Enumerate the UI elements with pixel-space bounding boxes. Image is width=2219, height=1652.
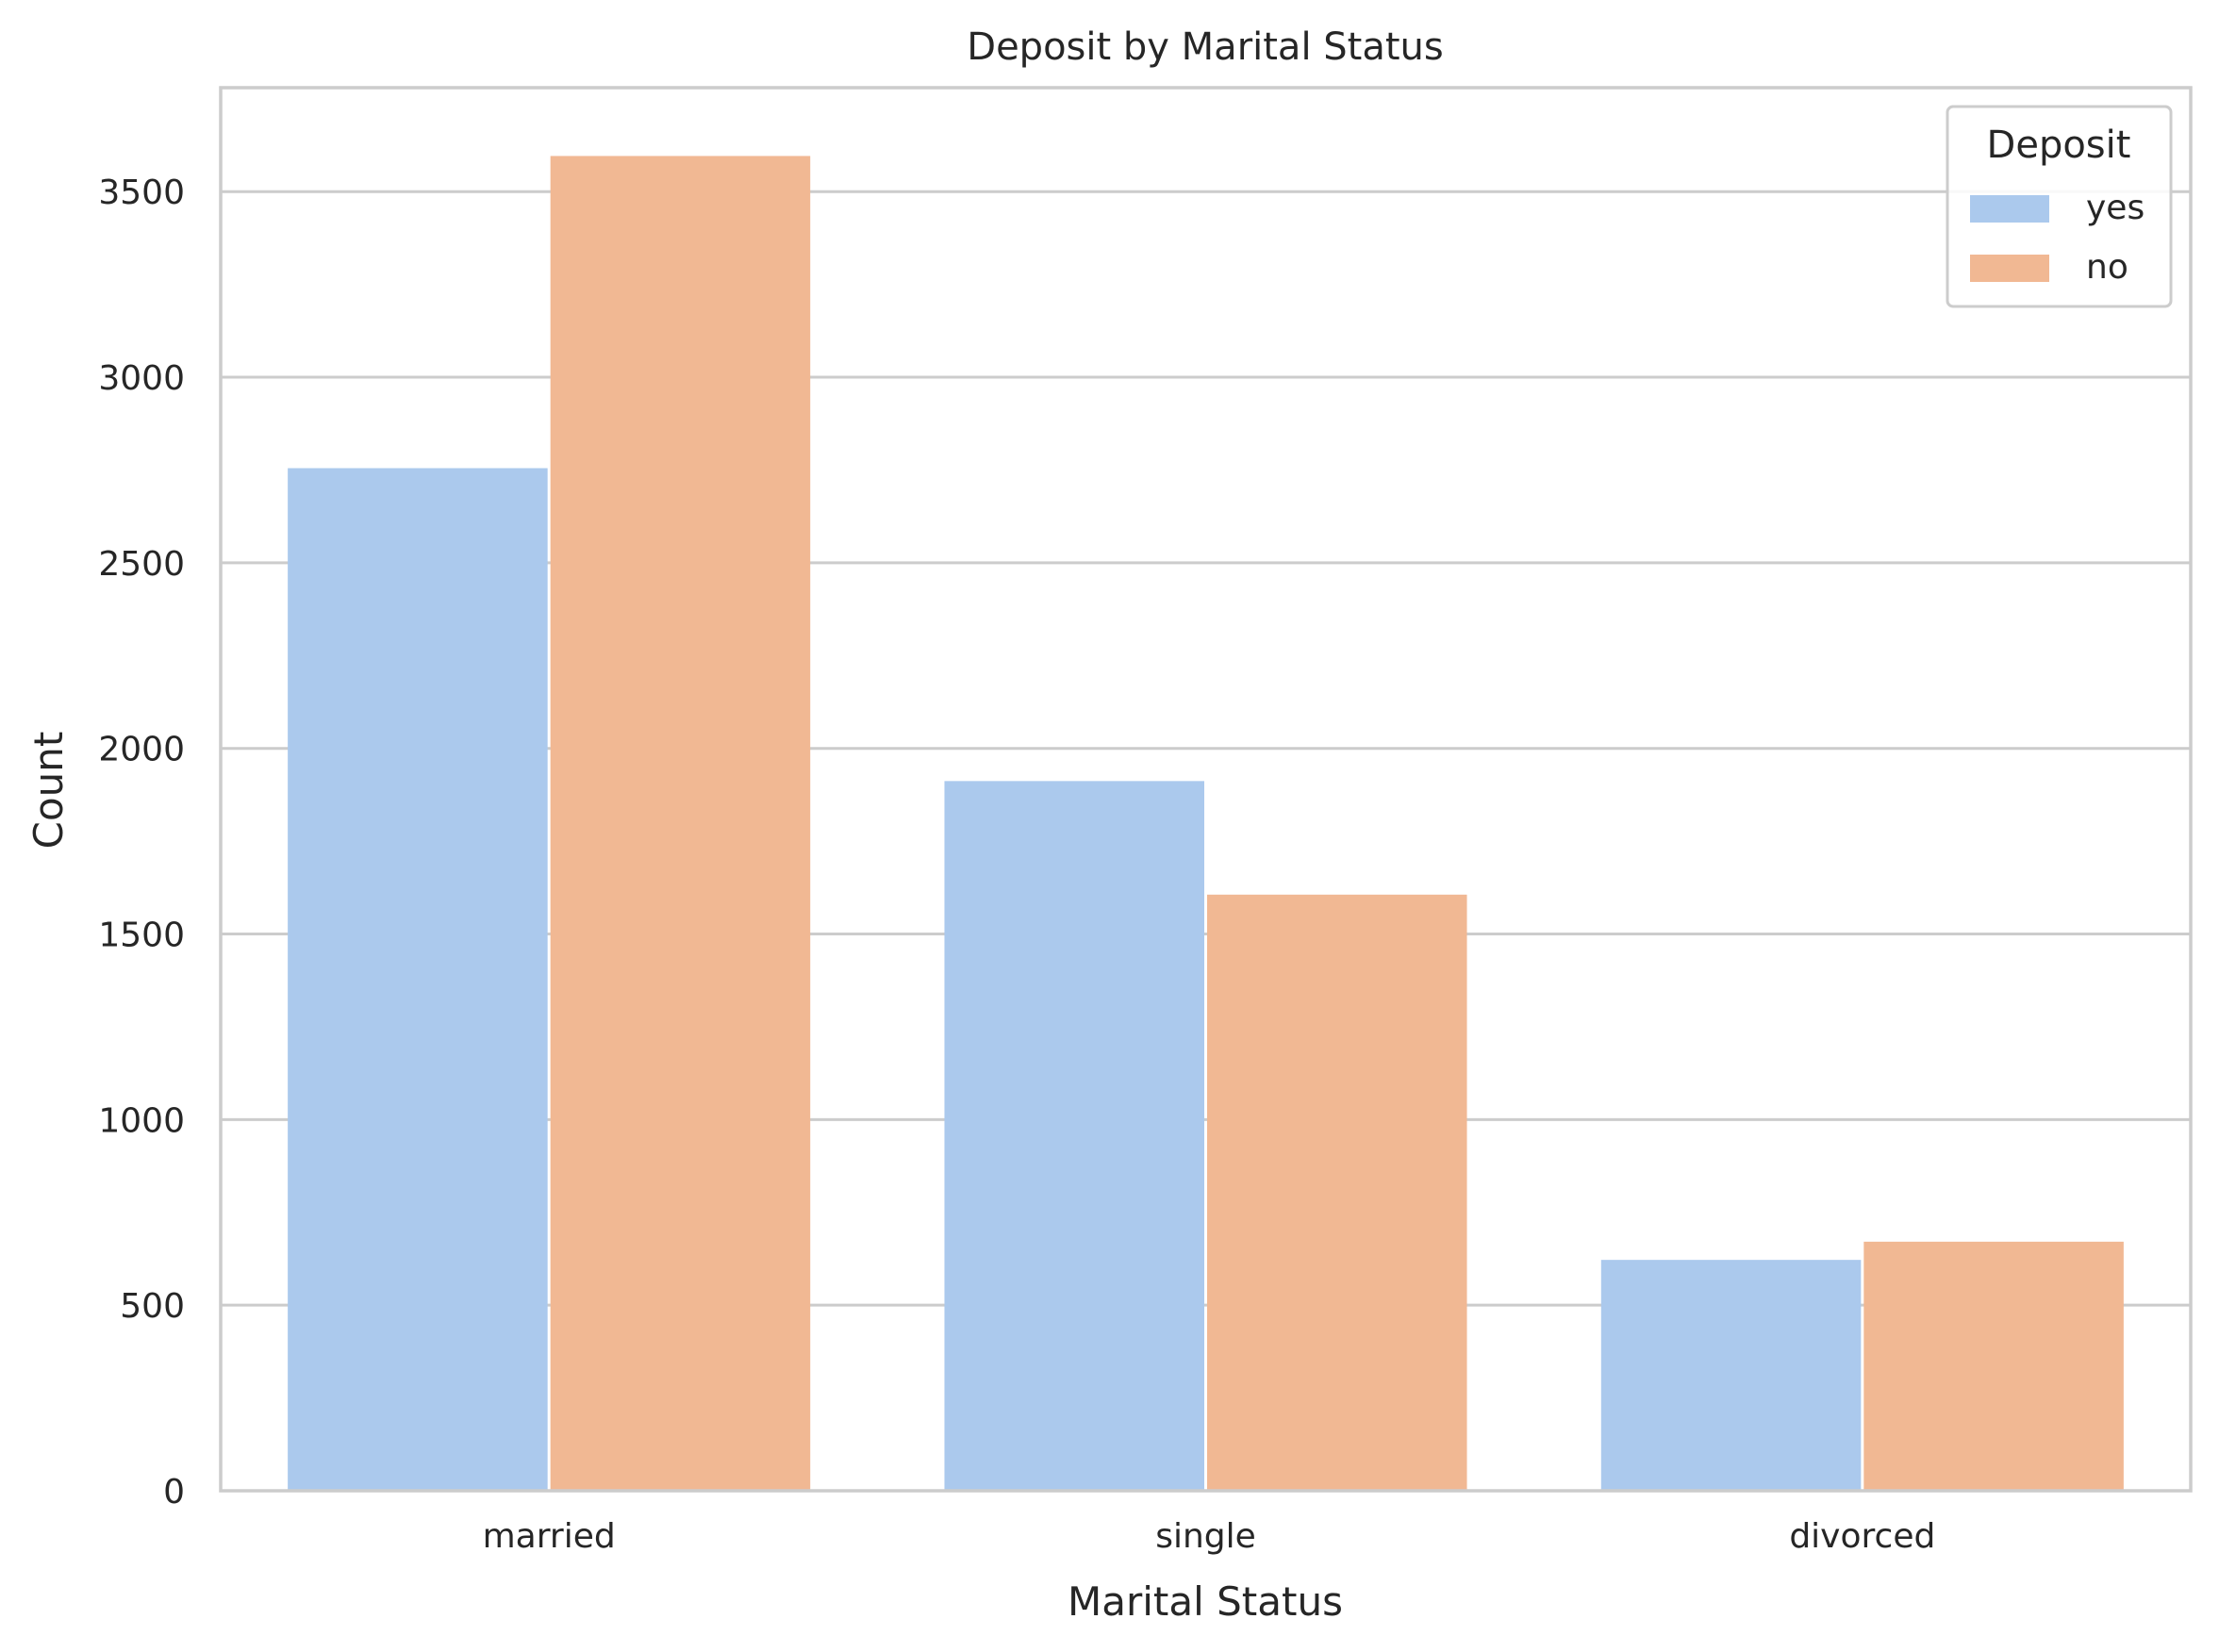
x-tick-label-married: married bbox=[483, 1517, 616, 1556]
y-tick-label-2500: 2500 bbox=[98, 545, 185, 584]
bar-single-yes bbox=[944, 781, 1204, 1491]
legend-label-no: no bbox=[2086, 248, 2128, 287]
chart-title: Deposit by Marital Status bbox=[967, 25, 1443, 69]
y-tick-label-1500: 1500 bbox=[98, 917, 185, 955]
legend: Deposit yes no bbox=[1946, 105, 2173, 308]
x-tick-label-divorced: divorced bbox=[1789, 1517, 1935, 1556]
y-axis-label: Count bbox=[25, 732, 72, 850]
grid-layer bbox=[221, 190, 2191, 1493]
bar-married-yes bbox=[288, 468, 548, 1491]
x-tick-layer: married single divorced bbox=[483, 1517, 1936, 1556]
bar-divorced-yes bbox=[1600, 1260, 1862, 1491]
y-tick-label-3500: 3500 bbox=[98, 173, 185, 212]
plot-frame bbox=[219, 86, 2193, 1493]
bar-married-no bbox=[550, 156, 811, 1491]
bar-divorced-no bbox=[1863, 1241, 2124, 1491]
legend-swatch-no bbox=[1970, 255, 2049, 282]
y-tick-label-1000: 1000 bbox=[98, 1101, 185, 1140]
y-tick-label-0: 0 bbox=[163, 1473, 185, 1512]
legend-swatch-yes bbox=[1970, 195, 2049, 223]
x-tick-label-single: single bbox=[1155, 1517, 1256, 1556]
bar-single-no bbox=[1207, 894, 1467, 1491]
legend-title: Deposit bbox=[1987, 124, 2131, 167]
y-tick-label-3000: 3000 bbox=[98, 359, 185, 398]
x-axis-label: Marital Status bbox=[1068, 1578, 1343, 1625]
y-tick-layer: 0 500 1000 1500 2000 2500 3000 3500 bbox=[98, 173, 185, 1512]
y-tick-label-2000: 2000 bbox=[98, 731, 185, 769]
y-tick-label-500: 500 bbox=[120, 1287, 185, 1326]
bar-layer bbox=[288, 156, 2124, 1491]
legend-label-yes: yes bbox=[2086, 189, 2144, 227]
